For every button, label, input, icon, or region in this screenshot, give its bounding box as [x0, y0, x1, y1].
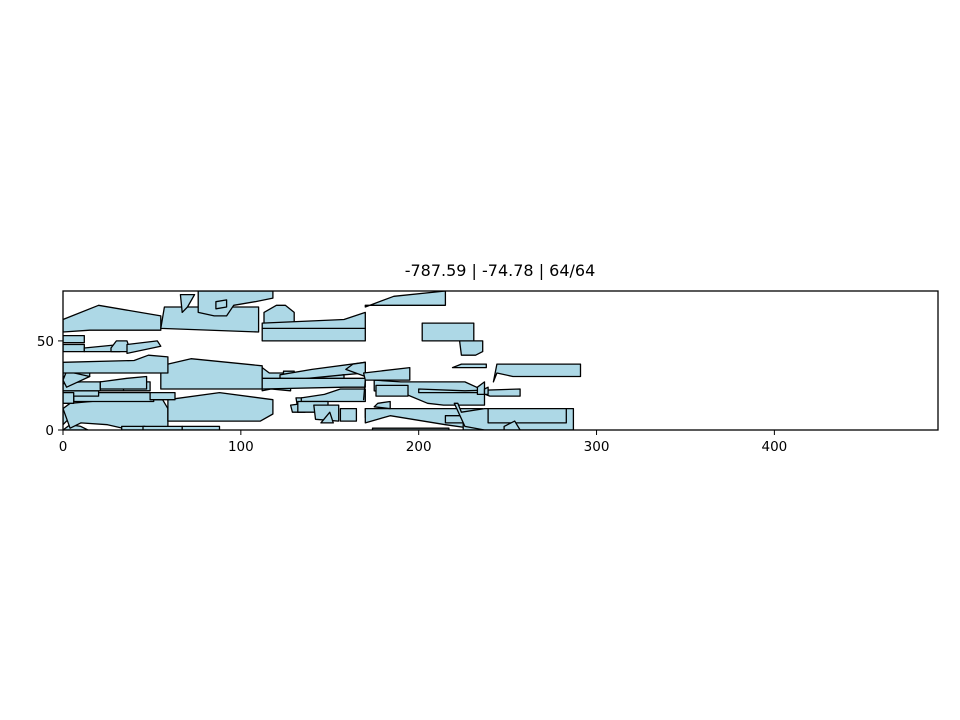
piece-25 [160, 306, 260, 333]
chart-title: -787.59 | -74.78 | 64/64 [405, 261, 596, 280]
piece-10 [63, 391, 75, 404]
y-tick-label: 0 [45, 423, 54, 439]
piece-47 [364, 407, 484, 430]
axes-frame [62, 290, 939, 431]
piece-20 [63, 334, 85, 344]
x-tick-label: 200 [406, 439, 432, 455]
y-axis: 0 50 [37, 334, 63, 439]
piece-27 [197, 291, 274, 317]
piece-13 [149, 391, 176, 401]
piece-59 [483, 386, 489, 396]
piece-43 [320, 411, 334, 424]
x-axis: 0 100 200 300 400 [59, 430, 787, 455]
piece-30 [261, 327, 366, 342]
piece-63 [503, 420, 521, 430]
piece-52 [492, 363, 582, 383]
piece-64 [421, 322, 475, 342]
piece-16 [99, 375, 148, 390]
piece-6 [181, 425, 221, 430]
piece-23 [126, 340, 162, 355]
x-tick-label: 100 [228, 439, 254, 455]
piece-28 [215, 299, 228, 310]
piece-57 [362, 366, 411, 401]
piece-53 [451, 363, 487, 369]
piece-19 [63, 343, 85, 353]
piece-24 [63, 304, 162, 333]
piece-15 [63, 370, 91, 388]
piece-26 [179, 293, 196, 314]
pieces-layer [63, 291, 582, 430]
piece-49 [373, 400, 391, 410]
piece-31 [261, 311, 366, 330]
piece-60 [364, 291, 447, 308]
x-tick-label: 0 [59, 439, 68, 455]
piece-37 [261, 377, 366, 390]
piece-62 [487, 407, 567, 424]
piece-44 [339, 407, 358, 422]
piece-58 [375, 384, 409, 397]
y-tick-label: 50 [37, 334, 54, 350]
x-tick-label: 400 [761, 439, 787, 455]
piece-18 [63, 354, 169, 374]
x-tick-label: 300 [584, 439, 610, 455]
piece-35 [345, 361, 366, 378]
piece-54 [458, 340, 484, 356]
